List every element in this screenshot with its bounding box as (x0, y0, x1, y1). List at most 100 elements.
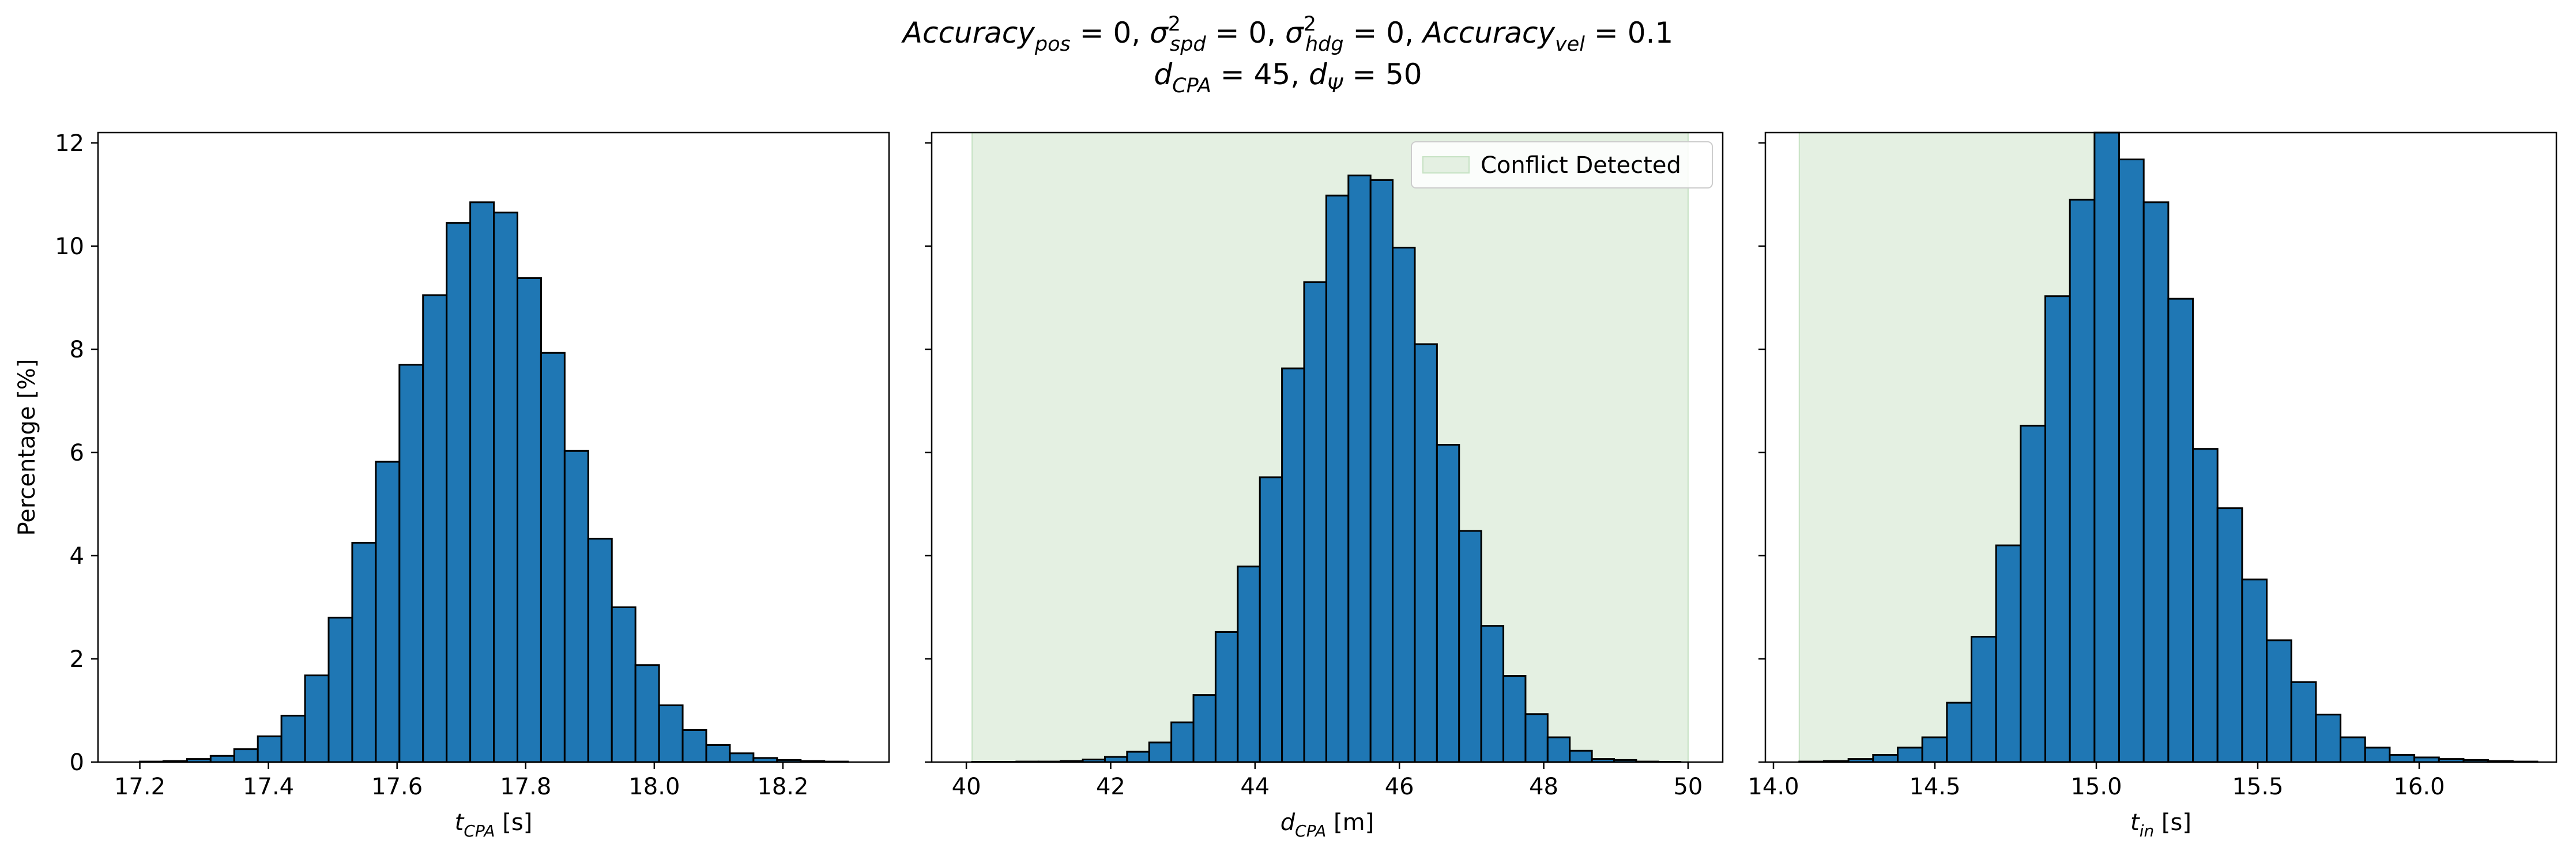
x-tick-label: 18.2 (757, 774, 808, 800)
histogram-bar (375, 461, 401, 763)
x-tick-label: 14.0 (1748, 774, 1799, 800)
histogram-bar (422, 294, 448, 763)
histogram-bar (2093, 131, 2121, 763)
histogram-bar (493, 212, 518, 763)
histogram-bar (1347, 174, 1372, 763)
y-tick-label: 2 (70, 646, 84, 673)
histogram-bar (1192, 694, 1217, 763)
histogram-bar (2118, 159, 2145, 763)
histogram-bar (540, 352, 566, 763)
histogram-bar (1259, 476, 1283, 763)
x-tick-label: 14.5 (1909, 774, 1960, 800)
histogram-bar (1569, 749, 1593, 763)
y-tick-label: 10 (55, 233, 84, 260)
histogram-bar (446, 222, 472, 763)
histogram-bar (2290, 681, 2317, 763)
legend-box (1411, 141, 1713, 189)
histogram-bar (2340, 736, 2366, 763)
x-tick-label: 15.0 (2070, 774, 2122, 800)
histogram-bar (2069, 198, 2096, 763)
histogram-bar (1921, 736, 1948, 763)
histogram-bar (729, 752, 755, 763)
histogram-bar (1237, 566, 1261, 763)
histogram-bar (1480, 625, 1505, 763)
y-tick-label: 12 (55, 130, 84, 157)
histogram-panel-3: 14.0 14.5 15.0 15.5 16.0 tin [s] (1748, 131, 2558, 840)
histogram-bar (2167, 297, 2194, 763)
histogram-bar (1524, 713, 1549, 763)
histogram-bar (2020, 424, 2047, 763)
figure-title-line-2: dCPA = 45, dΨ = 50 (1154, 58, 1422, 97)
histogram-bar (1458, 530, 1482, 763)
legend-swatch (1422, 156, 1470, 174)
x-tick-label: 17.4 (243, 774, 294, 800)
histogram-bar (2241, 578, 2268, 763)
x-tick-label: 16.0 (2393, 774, 2445, 800)
x-tick-label: 42 (1096, 774, 1125, 800)
histogram-bar (1126, 751, 1150, 763)
plot-frame (931, 131, 1724, 763)
figure-title-line-1: Accuracypos = 0, σ2 spd = 0, σ2 hdg = 0, A… (901, 13, 1673, 56)
histogram-bar (2142, 201, 2170, 763)
histogram-bars (139, 201, 849, 763)
histogram-bar (209, 755, 235, 763)
x-tick-label: 15.5 (2232, 774, 2283, 800)
x-axis-label: dCPA [m] (1281, 809, 1374, 840)
y-tick-label: 8 (70, 337, 84, 363)
histogram-bar (1148, 741, 1173, 763)
x-axis-label: tCPA [s] (455, 809, 533, 840)
histogram-bar (1946, 702, 1973, 763)
legend-label: Conflict Detected (1481, 152, 1681, 179)
histogram-bar (351, 542, 377, 763)
histogram-panel-2: 40 42 44 46 48 50 dCPA [m] Conflict Detected (925, 131, 1724, 840)
histogram-bar (1104, 756, 1128, 763)
histogram-bar (1414, 343, 1438, 763)
histogram-bar (1281, 367, 1305, 763)
y-axis-label: Percentage [%] (14, 359, 40, 536)
histogram-bar (1214, 631, 1239, 763)
histogram-bar (2044, 295, 2071, 763)
histogram-bar (280, 714, 306, 763)
histogram-bar (1303, 281, 1327, 763)
x-tick-label: 50 (1673, 774, 1703, 800)
histogram-bar (2364, 747, 2391, 763)
x-tick-label: 44 (1240, 774, 1270, 800)
histogram-bar (516, 277, 542, 763)
histogram-bar (1995, 544, 2022, 763)
histogram-bar (681, 729, 707, 763)
x-tick-label: 18.0 (628, 774, 680, 800)
histogram-bar (327, 616, 353, 763)
histogram-bar (398, 364, 424, 763)
histogram-bar (2266, 639, 2292, 763)
histogram-bar (563, 450, 589, 763)
x-axis-label: tin [s] (2130, 809, 2191, 840)
histogram-bar (611, 606, 637, 763)
histogram-bar (705, 744, 731, 763)
histogram-bar (1325, 194, 1350, 763)
histogram-bar (1369, 179, 1394, 763)
histogram-bar (1170, 721, 1195, 763)
histogram-bar (1436, 444, 1460, 763)
x-tick-label: 40 (952, 774, 981, 800)
histogram-bar (304, 674, 330, 763)
x-tick-label: 46 (1385, 774, 1414, 800)
y-tick-label: 4 (70, 543, 84, 570)
x-tick-label: 48 (1529, 774, 1558, 800)
histogram-bar (587, 537, 613, 763)
histogram-bars (971, 174, 1682, 763)
histogram-panel-1: 17.2 17.4 17.6 17.8 18.0 18.2 0 2 4 6 8 10 12 tCPA [s… (14, 130, 890, 840)
histogram-bar (2192, 448, 2219, 763)
plot-frame (1764, 131, 2558, 763)
histogram-bar (1392, 247, 1416, 763)
histogram-bar (1896, 747, 1923, 763)
x-tick-label: 17.6 (371, 774, 423, 800)
x-tick-label: 17.8 (500, 774, 551, 800)
histogram-bar (1971, 635, 1997, 763)
y-tick-label: 0 (70, 749, 84, 776)
histogram-bar (2216, 507, 2243, 763)
histogram-bar (1872, 753, 1899, 763)
histogram-bar (1502, 675, 1527, 763)
histogram-bar (469, 201, 495, 763)
